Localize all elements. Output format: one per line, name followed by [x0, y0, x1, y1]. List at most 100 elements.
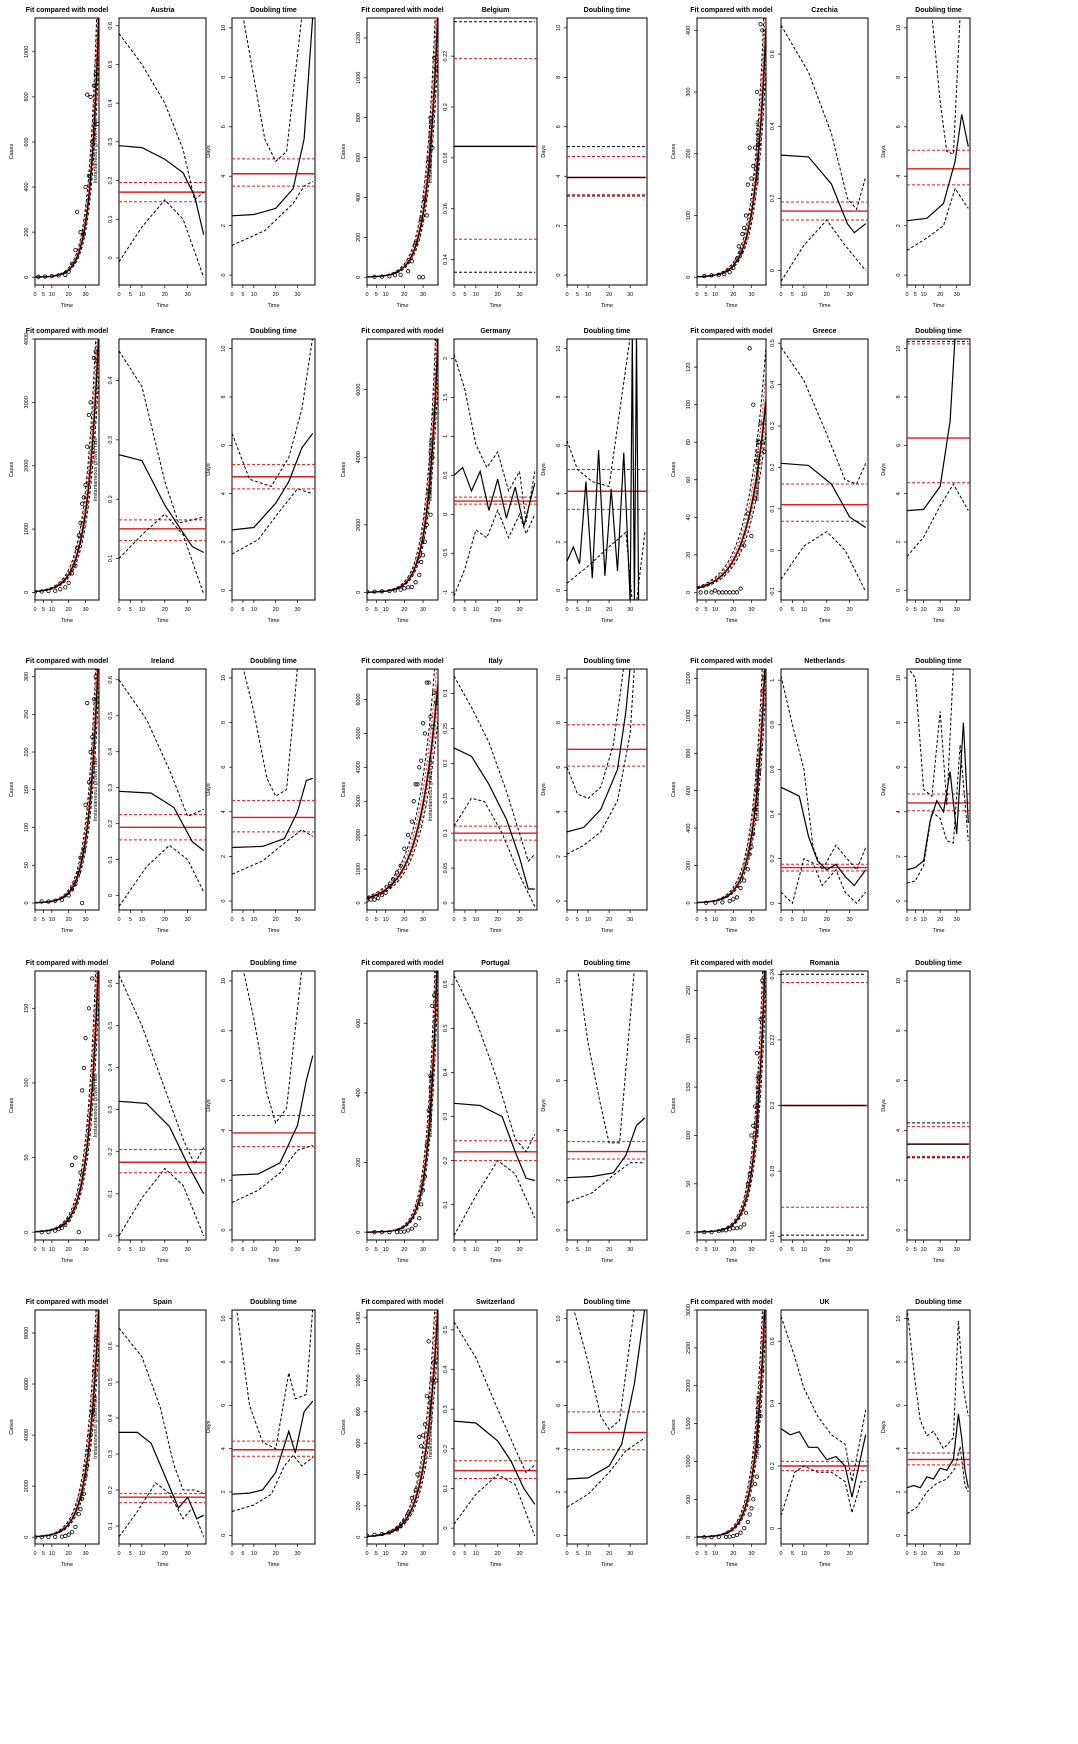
case-point — [760, 28, 765, 33]
case-point — [367, 589, 370, 594]
fit-title: Fit compared with model — [690, 960, 773, 967]
case-point — [383, 890, 388, 895]
model-ci-upper — [697, 971, 765, 1233]
case-point — [69, 887, 75, 892]
x-tick-label: 20 — [162, 1247, 168, 1253]
rate-band-lower — [781, 219, 867, 282]
case-point — [411, 799, 416, 804]
case-point — [428, 115, 433, 120]
x-tick-label: 10 — [139, 1247, 145, 1253]
fit-frame — [34, 338, 100, 601]
x-axis-label: Time — [725, 618, 737, 624]
x-tick-label: 5 — [463, 292, 466, 298]
y-axis-label: Cases — [671, 781, 677, 797]
x-tick-label: 10 — [251, 607, 257, 613]
case-point — [762, 449, 766, 454]
y-tick-label: 0 — [108, 1234, 114, 1237]
fit-title: Fit compared with model — [690, 1299, 773, 1306]
x-tick-label: 10 — [712, 1247, 718, 1253]
fit-plot-area — [697, 669, 766, 905]
y-tick-label: 4 — [221, 492, 227, 495]
x-tick-label: 20 — [162, 917, 168, 923]
case-point — [53, 588, 58, 593]
y-tick-label: 4 — [556, 1447, 562, 1450]
y-tick-label: 8 — [556, 721, 562, 724]
y-tick-label: 0 — [896, 274, 902, 277]
y-tick-label: 0.1 — [443, 829, 449, 837]
x-tick-label: 30 — [82, 917, 88, 923]
x-tick-label: 30 — [954, 1551, 960, 1557]
model-ci-upper — [367, 971, 437, 1233]
x-tick-label: 10 — [49, 917, 55, 923]
case-point — [420, 553, 426, 558]
x-tick-label: 30 — [185, 607, 191, 613]
x-tick-label: 30 — [420, 1551, 426, 1557]
dt-band-lower — [907, 483, 969, 557]
dt-band-lower — [567, 1162, 645, 1204]
x-tick-label: 30 — [82, 607, 88, 613]
rate-band-upper — [454, 675, 536, 863]
x-tick-label: 0 — [365, 607, 368, 613]
y-tick-label: 0 — [356, 1536, 362, 1539]
model-ci-upper — [697, 669, 764, 903]
case-point — [747, 1172, 752, 1177]
x-axis-label: Time — [396, 303, 408, 309]
case-point — [368, 897, 373, 902]
rate-frame — [453, 1309, 538, 1545]
case-point — [406, 269, 411, 274]
x-tick-label: 30 — [294, 292, 300, 298]
case-point — [76, 1512, 81, 1517]
y-tick-label: 8 — [221, 1360, 227, 1363]
fit-curve — [35, 18, 99, 278]
x-tick-label: 5 — [576, 292, 579, 298]
y-tick-label: 10 — [896, 346, 902, 352]
x-axis-label: Time — [61, 303, 73, 309]
case-point — [727, 1227, 732, 1232]
x-axis-label: Time — [61, 928, 73, 934]
case-point — [59, 1534, 65, 1539]
fit-frame — [34, 1309, 100, 1545]
y-tick-label: 6 — [556, 1404, 562, 1407]
y-tick-label: 4 — [556, 810, 562, 813]
case-point — [93, 1335, 98, 1341]
dt-band-lower — [232, 829, 314, 875]
case-point — [762, 676, 766, 681]
x-tick-label: 10 — [251, 1551, 257, 1557]
y-axis-label: Cases — [9, 143, 15, 159]
y-tick-label: 0 — [24, 1231, 30, 1234]
x-tick-label: 30 — [954, 917, 960, 923]
x-tick-label: 10 — [712, 1551, 718, 1557]
case-point — [760, 978, 765, 983]
y-tick-label: 0.16 — [770, 1231, 776, 1242]
rate-band-lower — [119, 199, 205, 278]
y-tick-label: 600 — [356, 1439, 362, 1448]
x-tick-label: 20 — [495, 292, 501, 298]
y-tick-label: 200 — [24, 747, 30, 756]
case-point — [758, 22, 763, 27]
y-axis-label: Days — [881, 145, 887, 158]
case-point — [747, 1512, 752, 1517]
y-tick-label: 10 — [896, 978, 902, 984]
y-tick-label: 8 — [896, 1029, 902, 1032]
case-point — [69, 1162, 75, 1168]
case-point — [731, 265, 736, 271]
case-point — [734, 1532, 740, 1538]
case-point — [754, 89, 760, 95]
case-point — [422, 731, 428, 736]
x-tick-label: 20 — [730, 1551, 736, 1557]
y-tick-label: 150 — [24, 1004, 30, 1013]
rate-plot-area — [781, 24, 868, 282]
x-tick-label: 0 — [33, 292, 36, 298]
y-tick-label: 100 — [686, 400, 692, 409]
x-axis-label: Time — [396, 1258, 408, 1264]
dt-plot-area — [567, 1310, 647, 1508]
x-tick-label: 10 — [139, 292, 145, 298]
x-tick-label: 0 — [779, 292, 782, 298]
y-tick-label: 2500 — [686, 1342, 692, 1354]
x-tick-label: 5 — [576, 917, 579, 923]
y-tick-label: 3000 — [686, 1304, 692, 1316]
case-point — [69, 1529, 75, 1535]
